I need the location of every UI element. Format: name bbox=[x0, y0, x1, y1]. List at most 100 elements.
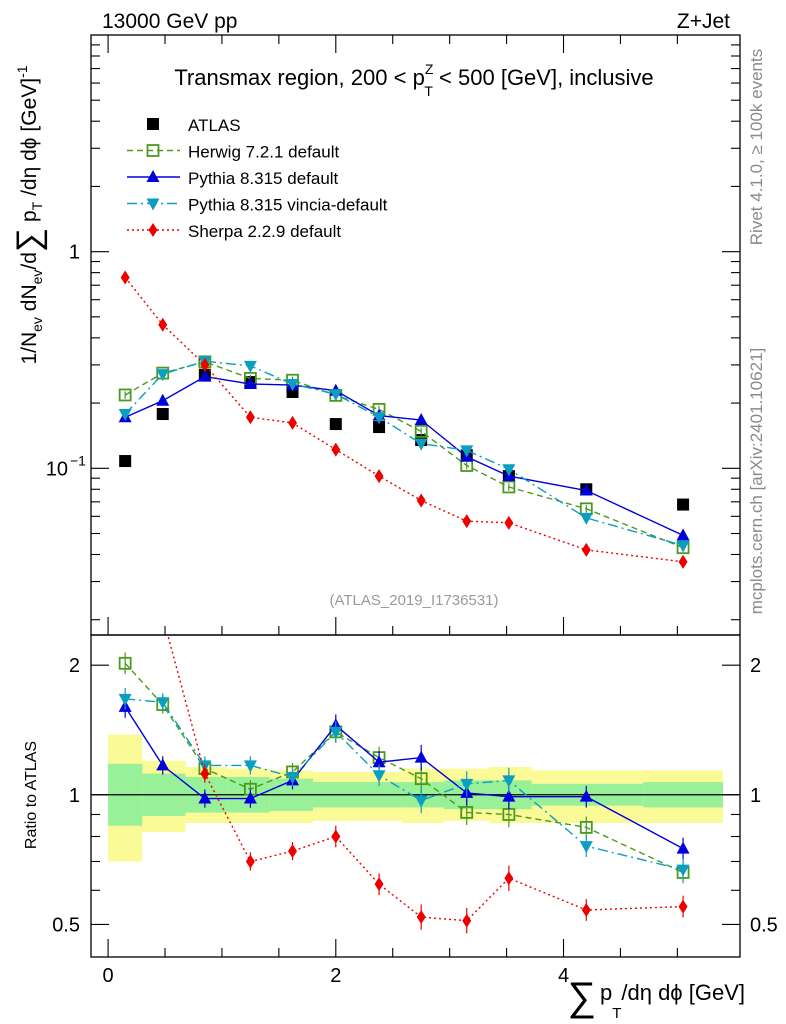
xlabel-rest: /dη dϕ [GeV] bbox=[621, 980, 745, 1005]
series-1 bbox=[118, 355, 690, 555]
energy-label: 13000 GeV pp bbox=[102, 10, 237, 33]
ylabel-e-sup: -1 bbox=[14, 65, 30, 78]
data-point bbox=[374, 469, 384, 484]
ylabel-b: dN bbox=[18, 284, 41, 317]
legend-entry: ATLAS bbox=[147, 116, 241, 135]
ratio-point bbox=[414, 772, 428, 786]
data-point bbox=[243, 360, 257, 373]
ratio-y-axis-label: Ratio to ATLAS bbox=[23, 741, 40, 849]
legend-marker bbox=[147, 118, 159, 130]
ratio-point bbox=[243, 760, 257, 773]
data-point bbox=[198, 369, 212, 382]
legend-label: Sherpa 2.2.9 default bbox=[188, 222, 341, 241]
data-point bbox=[329, 418, 342, 431]
ylabel-a: 1/N bbox=[18, 332, 41, 365]
plot-title-post: < 500 [GeV], inclusive bbox=[433, 65, 654, 90]
data-point bbox=[119, 455, 132, 468]
ratio-point bbox=[156, 697, 170, 710]
x-tick-label: 2 bbox=[330, 965, 341, 987]
ratio-plot-series bbox=[118, 635, 690, 934]
y-tick-label-exp: −1 bbox=[70, 452, 86, 468]
data-point bbox=[581, 542, 591, 557]
main-plot: 110 −1 Transmax region, 200 < pZ T < 500 [… bbox=[10, 34, 741, 636]
legend-marker bbox=[146, 198, 160, 211]
xlabel-sum: ∑ bbox=[567, 975, 596, 1019]
series-line bbox=[124, 360, 684, 547]
ratio-point bbox=[329, 726, 343, 739]
ylabel-c: /d bbox=[18, 252, 41, 270]
ratio-tick-label-right: 0.5 bbox=[750, 914, 778, 936]
ratio-point bbox=[372, 770, 386, 783]
rivet-label: Rivet 4.1.0, ≥ 100k events bbox=[747, 49, 766, 245]
data-point bbox=[414, 438, 428, 451]
ratio-series-2 bbox=[118, 687, 690, 881]
ratio-tick-label-right: 2 bbox=[750, 655, 761, 677]
series-line bbox=[124, 277, 684, 563]
ylabel-d-sub: T bbox=[29, 201, 45, 210]
ratio-plot: 0 2 4 0.5 0.5 1 1 2 2 Ratio to ATLAS bbox=[23, 634, 778, 987]
data-point bbox=[676, 528, 690, 541]
ratio-tick-label-right: 1 bbox=[750, 785, 761, 807]
ratio-point bbox=[331, 829, 341, 844]
ylabel-d: p bbox=[18, 210, 41, 228]
data-point bbox=[579, 512, 593, 525]
legend: ATLAS Herwig 7.2.1 default Pythia 8.315 de… bbox=[127, 116, 388, 241]
ratio-tick-label: 1 bbox=[69, 785, 80, 807]
plot-title-sub: T bbox=[424, 83, 433, 99]
data-point bbox=[502, 480, 516, 494]
legend-entry: Pythia 8.315 default bbox=[127, 169, 339, 188]
data-point bbox=[118, 409, 132, 422]
ratio-point bbox=[200, 766, 210, 781]
ratio-point bbox=[372, 755, 386, 768]
ratio-point bbox=[579, 841, 593, 854]
data-point bbox=[579, 483, 593, 496]
ratio-point bbox=[579, 820, 593, 834]
data-point bbox=[502, 464, 516, 477]
x-tick-label: 4 bbox=[558, 965, 569, 987]
data-point bbox=[243, 376, 257, 389]
legend-label: ATLAS bbox=[188, 116, 241, 135]
x-axis-label: ∑ pT/dη dϕ [GeV] bbox=[567, 975, 745, 1022]
ylabel-b-sub: ev bbox=[29, 270, 45, 285]
data-point bbox=[678, 554, 688, 569]
legend-label: Pythia 8.315 default bbox=[188, 169, 339, 188]
ratio-line bbox=[124, 662, 684, 874]
ratio-point bbox=[414, 795, 428, 808]
ylabel-e: /dη dϕ [GeV] bbox=[18, 78, 41, 202]
data-point bbox=[156, 369, 170, 382]
plot-title-sup: Z bbox=[425, 61, 434, 77]
series-4 bbox=[120, 270, 688, 569]
series-line bbox=[124, 361, 684, 549]
analysis-label: (ATLAS_2019_I1736531) bbox=[329, 592, 498, 609]
series-2 bbox=[118, 369, 690, 541]
ratio-tick-label: 2 bbox=[69, 655, 80, 677]
ratio-point bbox=[678, 899, 688, 914]
ratio-point bbox=[462, 913, 472, 928]
data-point bbox=[373, 421, 386, 434]
ratio-line bbox=[124, 706, 684, 850]
data-point bbox=[156, 393, 170, 406]
y-axis-label: 1/Nev dNev/d∑ pT /dη dϕ [GeV]-1 bbox=[10, 65, 48, 364]
ratio-point bbox=[416, 910, 426, 925]
data-point bbox=[200, 357, 210, 372]
legend-marker bbox=[146, 144, 160, 157]
ratio-line bbox=[167, 635, 684, 922]
series-0 bbox=[119, 368, 690, 511]
data-point bbox=[504, 515, 514, 530]
data-point bbox=[414, 413, 428, 426]
ratio-point bbox=[286, 771, 300, 784]
legend-entry: Pythia 8.315 vincia-default bbox=[127, 196, 388, 215]
ratio-line bbox=[125, 698, 684, 871]
ratio-point bbox=[374, 877, 384, 892]
data-point bbox=[158, 317, 168, 332]
data-point bbox=[677, 498, 690, 511]
legend-entry: Herwig 7.2.1 default bbox=[127, 143, 339, 162]
ratio-point bbox=[118, 656, 132, 670]
ylabel-sum: ∑ bbox=[10, 228, 48, 252]
legend-entry: Sherpa 2.2.9 default bbox=[127, 222, 341, 241]
data-point bbox=[416, 493, 426, 508]
plot-title: Transmax region, 200 < pZ T < 500 [GeV], … bbox=[174, 61, 653, 99]
series-3 bbox=[118, 356, 690, 553]
ratio-point bbox=[460, 806, 474, 819]
legend-marker bbox=[148, 223, 158, 237]
